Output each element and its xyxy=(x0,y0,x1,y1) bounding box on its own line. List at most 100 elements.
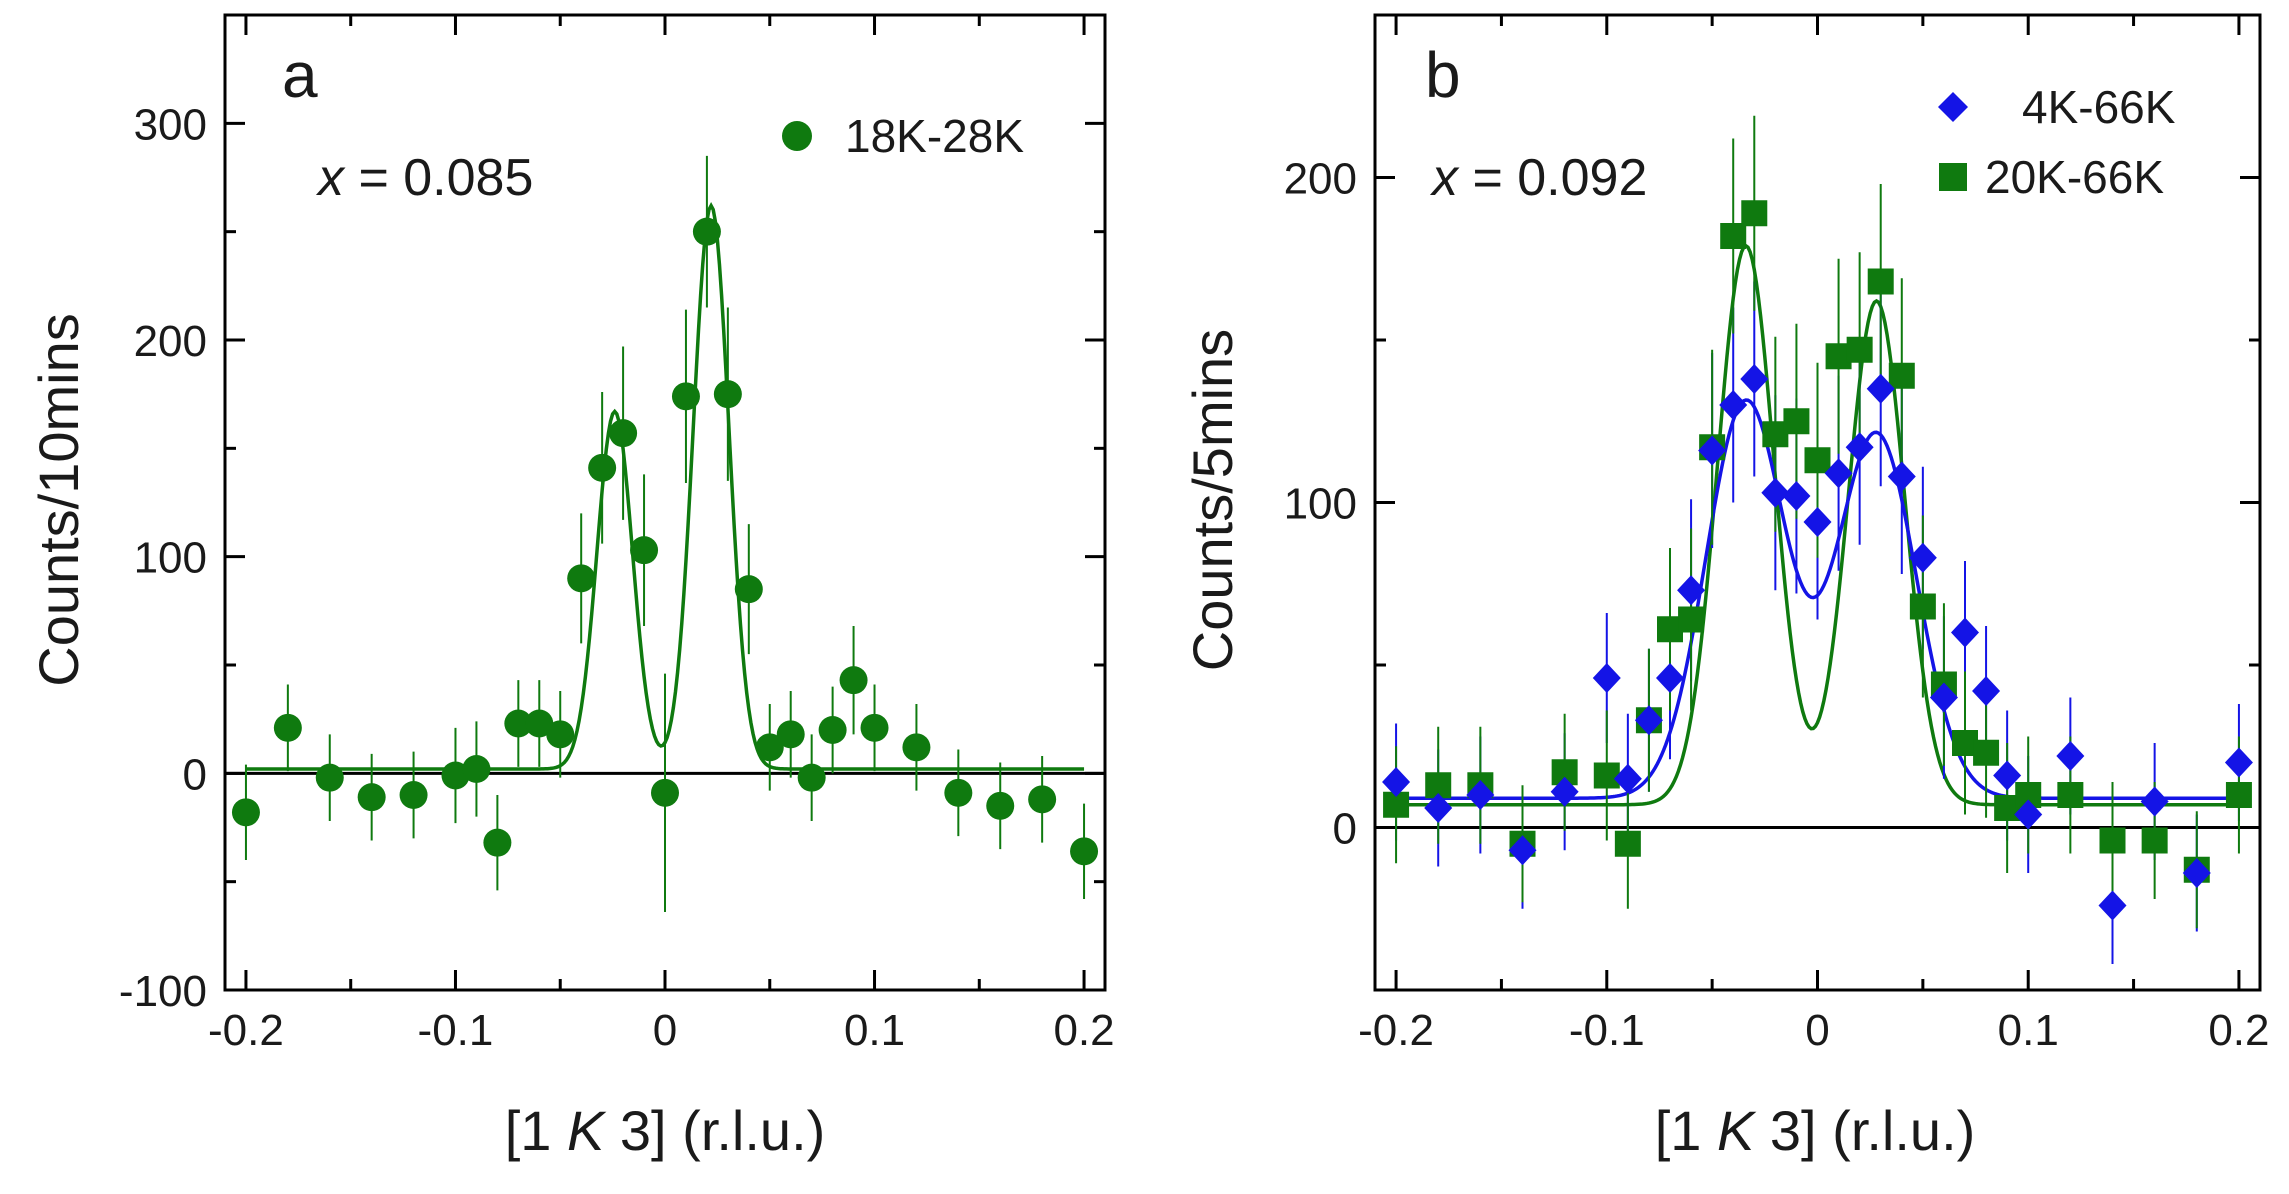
data-point-circle xyxy=(567,564,596,593)
data-point-diamond xyxy=(1508,835,1537,866)
data-point-square xyxy=(1846,336,1873,363)
data-point-circle xyxy=(651,778,679,807)
data-point-square xyxy=(2057,782,2084,808)
data-point-circle xyxy=(797,763,826,792)
data-point-diamond xyxy=(1634,705,1663,736)
y-tick-label: 0 xyxy=(1333,805,1357,854)
data-point-circle xyxy=(818,716,847,744)
data-point-diamond xyxy=(1761,477,1790,508)
data-point-diamond xyxy=(1698,435,1727,466)
data-point-circle xyxy=(399,781,428,809)
y-tick-label: 300 xyxy=(134,100,207,149)
data-point-circle xyxy=(546,720,575,749)
data-point-circle xyxy=(231,798,260,827)
panel-a-x-axis-label: [1 K 3] (r.l.u.) xyxy=(505,1099,826,1162)
data-point-circle xyxy=(902,733,931,762)
data-point-circle xyxy=(1028,785,1057,814)
data-point-diamond xyxy=(1656,663,1684,693)
data-point-circle xyxy=(944,778,973,807)
data-point-square xyxy=(2141,827,2168,854)
data-point-diamond xyxy=(2224,747,2253,778)
panel-a-composition-annotation: x = 0.085 xyxy=(315,149,533,207)
data-point-diamond xyxy=(1424,793,1453,823)
x-tick-label: 0.2 xyxy=(2208,1006,2269,1055)
data-point-circle xyxy=(671,382,700,411)
data-point-circle xyxy=(713,380,742,409)
y-tick-label: 100 xyxy=(134,534,207,583)
data-point-diamond xyxy=(1677,575,1706,606)
y-tick-label: 200 xyxy=(134,317,207,366)
data-point-diamond xyxy=(1908,542,1937,573)
data-point-diamond xyxy=(1592,663,1621,693)
y-tick-label: -100 xyxy=(119,967,207,1016)
data-point-circle xyxy=(462,755,491,783)
data-point-square xyxy=(1678,606,1705,633)
fit-curve xyxy=(1396,243,2239,807)
x-tick-label: -0.2 xyxy=(1358,1006,1434,1055)
data-point-circle xyxy=(273,713,302,742)
x-tick-label: 0.2 xyxy=(1053,1006,1114,1055)
data-point-circle xyxy=(588,453,617,482)
data-point-circle xyxy=(525,709,554,738)
data-point-circle xyxy=(734,575,763,604)
legend-label-20k-66k: 20K-66K xyxy=(1985,151,2164,203)
x-tick-label: -0.1 xyxy=(1569,1006,1645,1055)
data-point-circle xyxy=(315,763,344,792)
data-point-circle xyxy=(986,791,1015,820)
data-point-diamond xyxy=(2182,858,2211,888)
panel-b-legend: 4K-66K 20K-66K xyxy=(1938,81,2176,203)
panel-a-y-axis-label: Counts/10mins xyxy=(27,313,90,687)
data-point-diamond xyxy=(2056,741,2085,771)
x-tick-label: 0.1 xyxy=(1998,1006,2059,1055)
data-point-diamond xyxy=(1972,676,2001,706)
data-point-diamond xyxy=(1845,432,1874,463)
data-point-circle xyxy=(860,713,889,742)
data-point-diamond xyxy=(1887,461,1916,492)
legend-circle-marker xyxy=(782,121,812,151)
data-point-square xyxy=(1867,268,1894,295)
data-point-diamond xyxy=(1866,373,1895,404)
data-point-circle xyxy=(483,828,512,857)
data-point-diamond xyxy=(1824,458,1853,489)
data-point-diamond xyxy=(1719,390,1748,420)
y-tick-label: 200 xyxy=(1284,155,1357,204)
panel-a-axes: -0.2 -0.1 0 0.1 0.2 -100 0 100 200 300 xyxy=(119,15,1115,1055)
data-point-square xyxy=(1804,447,1831,474)
data-point-diamond xyxy=(1803,507,1832,537)
data-point-diamond xyxy=(1613,763,1642,794)
x-tick-label: 0 xyxy=(653,1006,677,1055)
panel-b-composition-annotation: x = 0.092 xyxy=(1429,149,1647,207)
x-tick-label: 0.1 xyxy=(844,1006,905,1055)
panel-b-label: b xyxy=(1425,39,1461,111)
legend-label-4k-66k: 4K-66K xyxy=(2022,81,2176,133)
legend-label-18k-28k: 18K-28K xyxy=(845,110,1024,162)
data-point-diamond xyxy=(1466,780,1495,810)
panel-b: -0.2 -0.1 0 0.1 0.2 0 100 200 b x = 0.092 4K-66… xyxy=(1181,13,2270,1162)
data-point-circle xyxy=(504,709,533,738)
data-point-diamond xyxy=(1382,767,1411,797)
panel-a-legend: 18K-28K xyxy=(782,110,1024,162)
data-point-circle xyxy=(839,666,868,695)
data-point-circle xyxy=(630,536,659,565)
data-point-diamond xyxy=(1740,364,1769,394)
data-point-diamond xyxy=(2140,786,2169,817)
data-point-square xyxy=(1888,362,1915,389)
panel-a-label: a xyxy=(282,39,318,111)
data-point-square xyxy=(2225,782,2252,808)
data-point-square xyxy=(1720,223,1747,249)
data-point-square xyxy=(2099,827,2126,854)
panel-b-y-axis-label: Counts/5mins xyxy=(1181,329,1244,671)
data-point-circle xyxy=(357,783,386,812)
panel-a-points xyxy=(231,155,1099,912)
data-point-diamond xyxy=(1951,617,1979,648)
data-point-diamond xyxy=(1782,481,1811,511)
panel-a: -0.2 -0.1 0 0.1 0.2 -100 0 100 200 300 a x = 0.08… xyxy=(27,13,1115,1162)
data-point-square xyxy=(1973,739,2000,766)
panel-b-x-axis-label: [1 K 3] (r.l.u.) xyxy=(1655,1099,1976,1162)
data-point-diamond xyxy=(1550,776,1579,807)
x-tick-label: 0 xyxy=(1805,1006,1829,1055)
x-tick-label: -0.1 xyxy=(418,1006,494,1055)
data-point-circle xyxy=(609,419,638,448)
data-point-square xyxy=(1614,830,1641,857)
